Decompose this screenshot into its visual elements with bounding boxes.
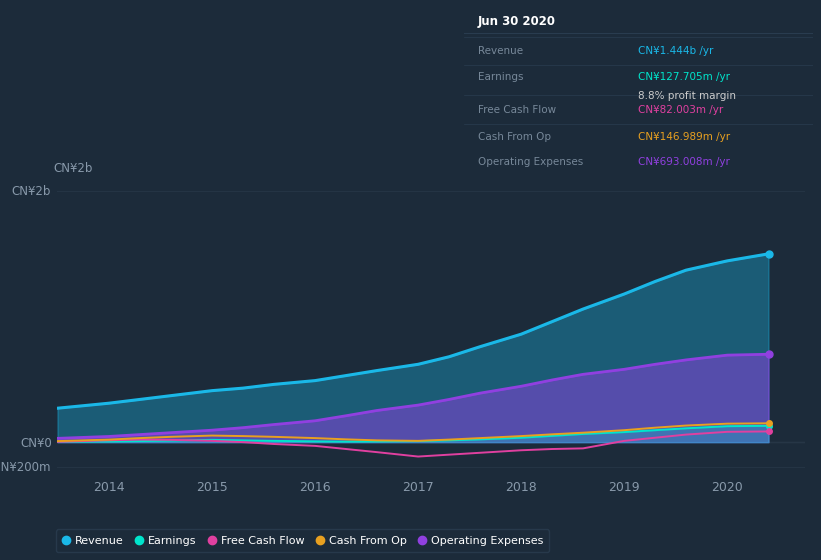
Text: CN¥693.008m /yr: CN¥693.008m /yr [639, 157, 730, 166]
Text: Cash From Op: Cash From Op [478, 132, 551, 142]
Legend: Revenue, Earnings, Free Cash Flow, Cash From Op, Operating Expenses: Revenue, Earnings, Free Cash Flow, Cash … [56, 529, 549, 552]
Text: CN¥2b: CN¥2b [11, 185, 51, 198]
Text: CN¥1.444b /yr: CN¥1.444b /yr [639, 46, 713, 56]
Text: Operating Expenses: Operating Expenses [478, 157, 583, 166]
Text: 8.8% profit margin: 8.8% profit margin [639, 91, 736, 101]
Text: CN¥2b: CN¥2b [53, 161, 93, 175]
Text: Free Cash Flow: Free Cash Flow [478, 105, 556, 115]
Text: CN¥82.003m /yr: CN¥82.003m /yr [639, 105, 723, 115]
Text: -CN¥200m: -CN¥200m [0, 461, 51, 474]
Text: Jun 30 2020: Jun 30 2020 [478, 16, 556, 29]
Text: CN¥146.989m /yr: CN¥146.989m /yr [639, 132, 731, 142]
Text: CN¥127.705m /yr: CN¥127.705m /yr [639, 72, 731, 82]
Text: Revenue: Revenue [478, 46, 523, 56]
Text: Earnings: Earnings [478, 72, 523, 82]
